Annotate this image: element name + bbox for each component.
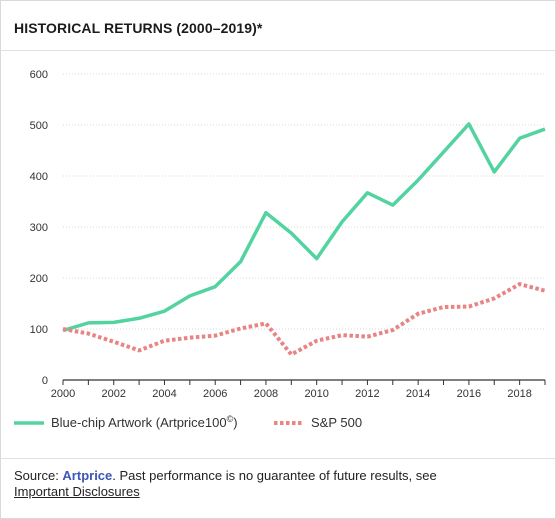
source-text: . Past performance is no guarantee of fu… (112, 468, 437, 483)
x-tick-label: 2010 (304, 388, 328, 400)
legend-superscript: © (227, 414, 234, 424)
important-disclosures-link[interactable]: Important Disclosures (14, 484, 140, 499)
line-chart: 0 100 200 300 400 500 600 2000 2002 2004 2006 2008 2… (14, 69, 546, 430)
y-tick-label: 600 (30, 69, 48, 81)
x-tick-label: 2000 (51, 388, 75, 400)
x-tick-label: 2014 (406, 388, 430, 400)
footer-divider (1, 458, 555, 459)
y-tick-label: 300 (30, 222, 48, 234)
legend-label: S&P 500 (311, 415, 362, 430)
legend: Blue-chip Artwork (Artprice100©) S&P 500 (14, 414, 362, 430)
y-tick-label: 500 (30, 120, 48, 132)
source-note: Source: Artprice. Past performance is no… (14, 468, 544, 500)
legend-suffix: ) (233, 415, 237, 430)
y-tick-label: 200 (30, 273, 48, 285)
x-tick-label: 2018 (507, 388, 531, 400)
x-tick-label: 2008 (254, 388, 278, 400)
y-tick-label: 100 (30, 324, 48, 336)
x-tick-label: 2016 (457, 388, 481, 400)
legend-label: Blue-chip Artwork (Artprice100©) (51, 414, 238, 430)
series-line-sp500 (62, 282, 546, 357)
title-divider (1, 50, 555, 51)
axes: 0 100 200 300 400 500 600 2000 2002 2004 2006 2008 2… (30, 69, 546, 400)
x-tick-label: 2012 (355, 388, 379, 400)
series (62, 122, 546, 357)
x-tick-label: 2002 (101, 388, 125, 400)
series-line-artwork (62, 122, 546, 333)
source-prefix: Source: (14, 468, 63, 483)
artprice-link[interactable]: Artprice (62, 468, 113, 483)
chart-title: HISTORICAL RETURNS (2000–2019)* (14, 20, 263, 36)
y-tick-label: 0 (42, 375, 48, 387)
x-tick-label: 2004 (152, 388, 176, 400)
y-tick-label: 400 (30, 171, 48, 183)
grid (63, 73, 545, 330)
x-tick-label: 2006 (203, 388, 227, 400)
